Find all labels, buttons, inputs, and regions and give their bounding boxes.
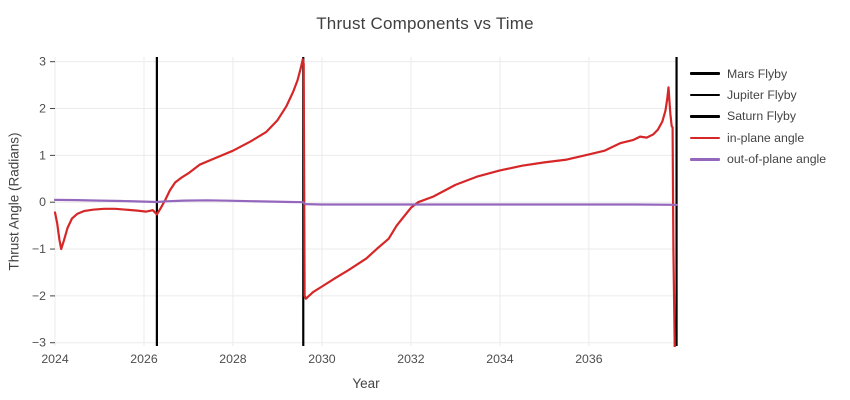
y-tick-label: −2 [32, 289, 46, 303]
y-tick-label: 3 [39, 55, 46, 69]
legend-label: Mars Flyby [727, 66, 788, 81]
x-tick-label: 2036 [575, 352, 603, 366]
legend-label: out-of-plane angle [727, 152, 827, 167]
chart-title: Thrust Components vs Time [316, 14, 534, 33]
legend-label: in-plane angle [727, 130, 805, 145]
jupiter-flyby-line-swatch [690, 93, 720, 97]
in-plane-angle-line [54, 58, 676, 347]
legend-item-jupiter-flyby[interactable]: Jupiter Flyby [690, 84, 826, 105]
y-axis-label: Thrust Angle (Radians) [6, 132, 22, 271]
x-axis-label: Year [352, 376, 380, 391]
legend-label: Jupiter Flyby [727, 88, 797, 103]
legend-label: Saturn Flyby [727, 109, 797, 124]
x-tick-label: 2032 [397, 352, 425, 366]
y-tick-label: 2 [39, 102, 46, 116]
y-tick-label: −3 [32, 336, 46, 350]
y-tick-label: 1 [39, 148, 46, 162]
in-plane-angle-line-swatch [690, 136, 720, 140]
mars-flyby-line-swatch [690, 72, 720, 75]
x-tick-label: 2034 [486, 352, 514, 366]
saturn-flyby-line-swatch [690, 115, 720, 118]
x-tick-label: 2030 [308, 352, 336, 366]
x-tick-label: 2026 [130, 352, 158, 366]
out-of-plane-angle-line [54, 198, 678, 206]
y-tick-label: 0 [39, 195, 46, 209]
legend: Mars Flyby Jupiter Flyby Saturn Flyby in… [690, 63, 826, 170]
x-tick-label: 2028 [219, 352, 247, 366]
legend-item-mars-flyby[interactable]: Mars Flyby [690, 63, 826, 84]
y-tick-label: −1 [32, 242, 46, 256]
legend-item-saturn-flyby[interactable]: Saturn Flyby [690, 106, 826, 127]
x-tick-label: 2024 [41, 352, 69, 366]
legend-item-in-plane-angle[interactable]: in-plane angle [690, 127, 826, 148]
out-of-plane-angle-line-swatch [690, 158, 720, 161]
legend-item-out-of-plane-angle[interactable]: out-of-plane angle [690, 149, 826, 170]
